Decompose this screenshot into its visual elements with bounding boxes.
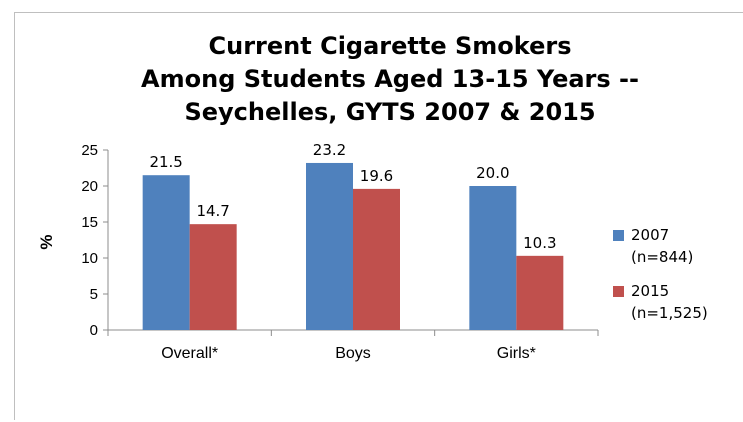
bar-2015-overall [189,224,237,330]
bars: 21.5 23.2 20.0 14.7 19.6 10.3 [142,141,564,330]
data-label: 19.6 [360,167,393,185]
bar-2007-overall [142,175,190,330]
chart-title-line-3: Seychelles, GYTS 2007 & 2015 [184,98,596,126]
y-tick-label: 20 [81,178,98,195]
bar-2015-girls [516,255,564,330]
data-label: 20.0 [476,164,509,182]
legend-label-2007: 2007 [631,226,669,244]
chart-frame [14,12,743,420]
chart-title-line-1: Current Cigarette Smokers [208,32,572,60]
y-tick-label: 5 [90,286,98,303]
bar-2015-boys [353,188,400,330]
bar-2007-boys [306,162,353,330]
legend-note-2007: (n=844) [631,248,693,266]
data-label: 10.3 [523,234,556,252]
y-tick-label: 15 [81,214,98,231]
x-category-label: Overall* [161,345,218,362]
legend-note-2015: (n=1,525) [631,304,708,322]
legend-label-2015: 2015 [631,282,669,300]
x-category-label: Girls* [497,345,536,362]
data-label: 23.2 [313,141,346,159]
legend-swatch-2015 [613,286,624,297]
data-label: 21.5 [149,153,182,171]
y-tick-label: 25 [81,142,98,159]
legend: 2007 (n=844) 2015 (n=1,525) [613,226,708,322]
x-category-label: Boys [335,345,371,362]
bar-2007-girls [469,186,517,330]
chart-title-line-2: Among Students Aged 13-15 Years -- [141,65,639,93]
y-tick-label: 0 [90,322,98,339]
data-label: 14.7 [196,202,229,220]
y-tick-label: 10 [81,250,98,267]
y-axis-label: % [37,234,56,249]
legend-swatch-2007 [613,230,624,241]
